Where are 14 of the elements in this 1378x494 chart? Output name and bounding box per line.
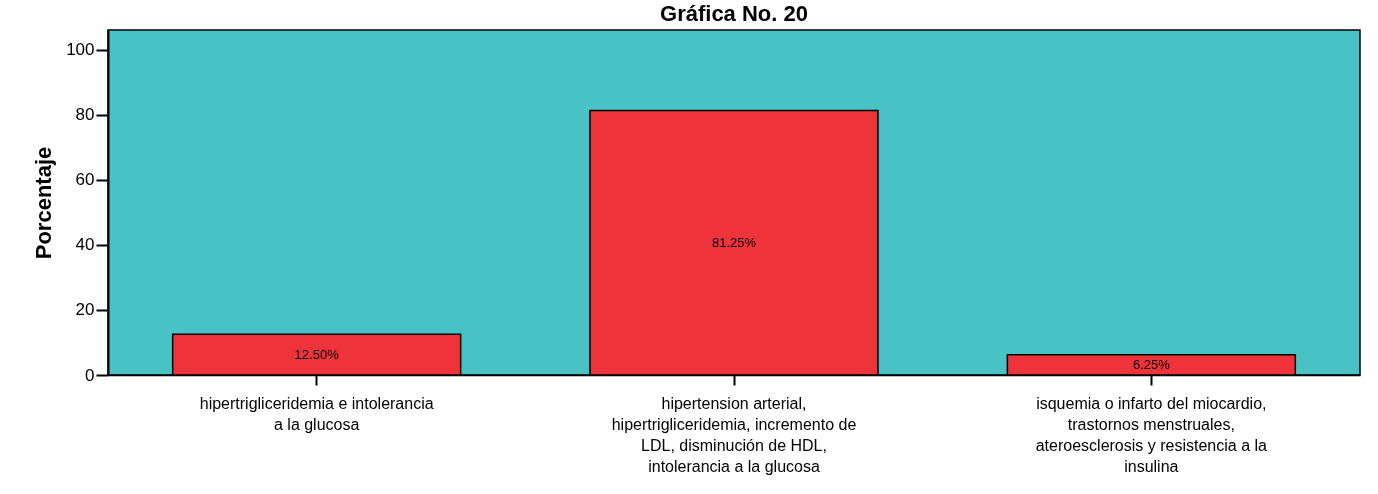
x-tick-label: hipertension arterial, hipertrigliceridemia, incremento de LDL, disminución de HDL, intolerancia a la glucosa	[611, 394, 857, 475]
y-tick-label: 0	[85, 365, 95, 385]
y-tick-label: 80	[75, 105, 95, 125]
x-tick-label: isquemia o infarto del miocardio, trastornos menstruales, ateroesclerosis y resistencia a la insulina	[1035, 394, 1268, 475]
y-tick-label: 40	[75, 235, 95, 255]
data-label: 12.50%	[294, 346, 340, 362]
data-label: 81.25%	[711, 234, 757, 250]
y-tick-label: 20	[75, 300, 95, 320]
y-tick-label: 60	[75, 170, 95, 190]
data-label: 6.25%	[1132, 356, 1171, 372]
x-tick-label: hipertrigliceridemia e intolerancia a la glucosa	[199, 394, 434, 433]
y-tick-label: 100	[66, 40, 95, 60]
chart-title: Gráfica No. 20	[660, 1, 808, 26]
y-axis-title: Porcentaje	[31, 146, 57, 260]
